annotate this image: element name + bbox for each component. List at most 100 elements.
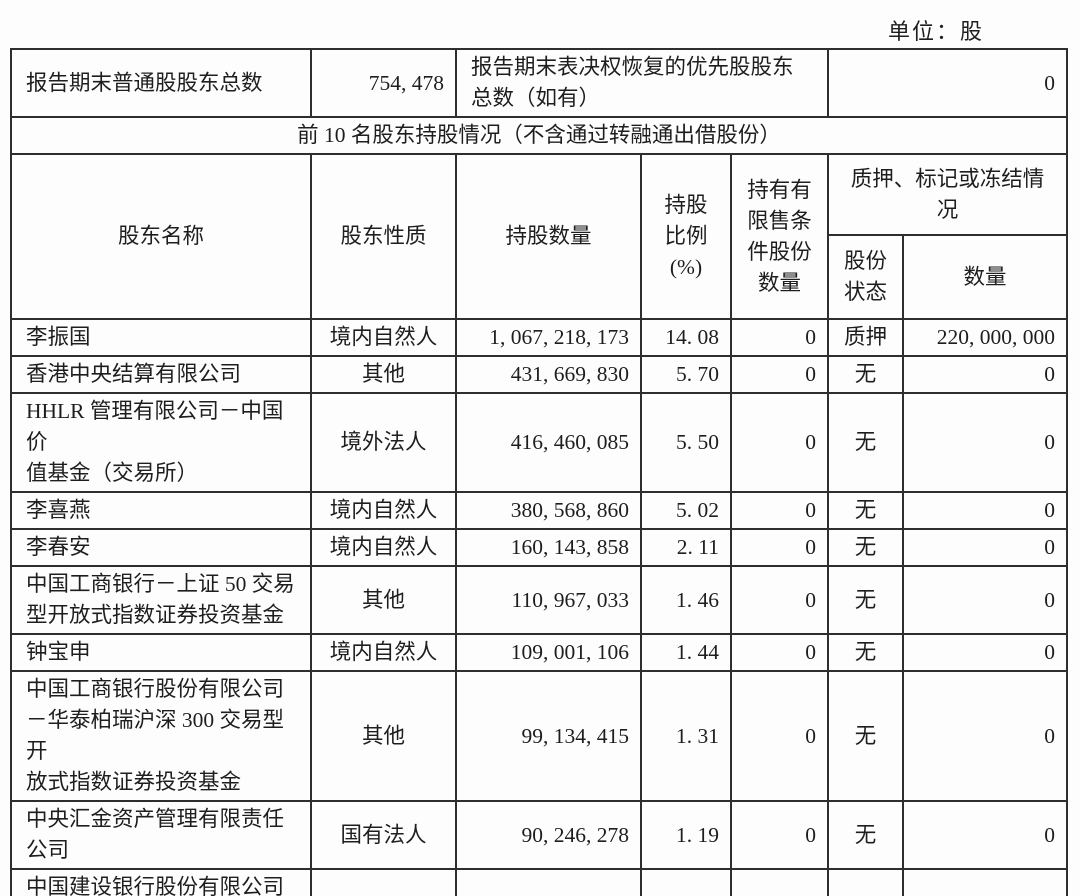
table-row: 李春安 境内自然人 160, 143, 858 2. 11 0 无 0 xyxy=(10,528,1069,567)
restricted-shares-cell: 0 xyxy=(729,491,830,530)
col-header-restricted-shares: 持有有 限售条 件股份 数量 xyxy=(729,153,830,320)
restricted-shares-cell: 0 xyxy=(729,565,830,635)
col-header-pledge-group: 质押、标记或冻结情 况 xyxy=(827,153,1069,236)
share-status-cell: 无 xyxy=(827,670,905,802)
restricted-shares-cell: 0 xyxy=(729,800,830,870)
table-row: 中国工商银行－上证 50 交易 型开放式指数证券投资基金 其他 110, 967… xyxy=(10,565,1069,635)
table-row: 中央汇金资产管理有限责任 公司 国有法人 90, 246, 278 1. 19 … xyxy=(10,800,1069,870)
shareholder-nature-cell: 其他 xyxy=(310,868,457,896)
shareholder-name-cell: 钟宝申 xyxy=(10,633,312,672)
ratio-cell: 2. 11 xyxy=(640,528,732,567)
col-header-pledge-quantity: 数量 xyxy=(902,234,1069,320)
section-title: 前 10 名股东持股情况（不含通过转融通出借股份） xyxy=(9,116,1069,155)
shareholder-name-cell: 中国工商银行股份有限公司 －华泰柏瑞沪深 300 交易型开 放式指数证券投资基金 xyxy=(10,670,312,802)
shares-held-cell: 109, 001, 106 xyxy=(455,633,642,672)
pledge-quantity-cell: 0 xyxy=(902,670,1069,802)
shareholder-nature-cell: 其他 xyxy=(310,565,457,635)
ratio-cell: 5. 02 xyxy=(640,491,732,530)
ratio-cell: 5. 50 xyxy=(640,392,732,493)
ratio-cell: 1. 46 xyxy=(640,565,732,635)
share-status-cell: 无 xyxy=(827,800,905,870)
pledge-quantity-cell: 0 xyxy=(902,491,1069,530)
pledge-quantity-cell: 0 xyxy=(902,633,1069,672)
preferred-shareholders-total-label: 报告期末表决权恢复的优先股股东 总数（如有） xyxy=(454,48,830,118)
shares-held-cell: 416, 460, 085 xyxy=(455,392,642,493)
col-header-shareholder-nature: 股东性质 xyxy=(310,153,457,320)
restricted-shares-cell: 0 xyxy=(729,633,830,672)
shareholder-name-cell: 中国工商银行－上证 50 交易 型开放式指数证券投资基金 xyxy=(10,565,312,635)
restricted-shares-cell: 0 xyxy=(729,355,830,394)
shareholder-nature-cell: 境外法人 xyxy=(310,392,457,493)
shareholder-nature-cell: 其他 xyxy=(310,670,457,802)
share-status-cell: 无 xyxy=(827,868,905,896)
pledge-quantity-cell: 0 xyxy=(902,392,1069,493)
ratio-cell: 1. 19 xyxy=(640,800,732,870)
header-row-1: 股东名称 股东性质 持股数量 持股 比例 (%) 持有有 限售条 件股份 数量 … xyxy=(10,153,1069,320)
shareholder-nature-cell: 境内自然人 xyxy=(310,318,457,357)
share-status-cell: 无 xyxy=(827,633,905,672)
shares-held-cell: 69, 280, 451 xyxy=(455,868,642,896)
share-status-cell: 无 xyxy=(827,528,905,567)
unit-label: 单位：股 xyxy=(887,19,984,44)
shareholder-name-cell: 香港中央结算有限公司 xyxy=(10,355,312,394)
table-row: 李喜燕 境内自然人 380, 568, 860 5. 02 0 无 0 xyxy=(10,491,1069,530)
pledge-quantity-cell: 0 xyxy=(902,868,1069,896)
header-row-2: 股份 状态 数量 xyxy=(11,234,1069,320)
table-row: 香港中央结算有限公司 其他 431, 669, 830 5. 70 0 无 0 xyxy=(10,355,1069,394)
share-status-cell: 无 xyxy=(827,392,905,493)
shares-held-cell: 1, 067, 218, 173 xyxy=(455,318,642,357)
ordinary-shareholders-total-value: 754, 478 xyxy=(310,48,457,118)
shareholder-name-cell: 李振国 xyxy=(10,318,312,357)
restricted-shares-cell: 0 xyxy=(729,670,830,802)
share-status-cell: 质押 xyxy=(827,318,905,357)
restricted-shares-cell: 0 xyxy=(729,528,830,567)
col-header-shareholder-name: 股东名称 xyxy=(10,153,312,320)
share-status-cell: 无 xyxy=(827,355,905,394)
ratio-cell: 5. 70 xyxy=(640,355,732,394)
share-status-cell: 无 xyxy=(827,491,905,530)
shareholder-nature-cell: 其他 xyxy=(310,355,457,394)
top-shareholders-table: 报告期末普通股股东总数 754, 478 报告期末表决权恢复的优先股股东 总数（… xyxy=(9,48,1069,896)
ratio-cell: 0. 91 xyxy=(640,868,732,896)
ordinary-shareholders-total-label: 报告期末普通股股东总数 xyxy=(10,48,312,118)
restricted-shares-cell: 0 xyxy=(729,318,830,357)
col-header-shares-held: 持股数量 xyxy=(455,153,642,320)
shareholder-name-cell: HHLR 管理有限公司－中国价 值基金（交易所） xyxy=(10,392,312,493)
pledge-quantity-cell: 0 xyxy=(902,528,1069,567)
shareholder-nature-cell: 境内自然人 xyxy=(310,491,457,530)
ratio-cell: 1. 44 xyxy=(640,633,732,672)
shareholder-name-cell: 李喜燕 xyxy=(10,491,312,530)
shares-held-cell: 431, 669, 830 xyxy=(455,355,642,394)
shareholder-name-cell: 中央汇金资产管理有限责任 公司 xyxy=(10,800,312,870)
table-row: 中国工商银行股份有限公司 －华泰柏瑞沪深 300 交易型开 放式指数证券投资基金… xyxy=(10,670,1069,802)
shares-held-cell: 110, 967, 033 xyxy=(455,565,642,635)
shares-held-cell: 380, 568, 860 xyxy=(455,491,642,530)
ratio-cell: 1. 31 xyxy=(640,670,732,802)
share-status-cell: 无 xyxy=(827,565,905,635)
pledge-quantity-cell: 0 xyxy=(902,565,1069,635)
restricted-shares-cell: 0 xyxy=(729,392,830,493)
shareholder-name-cell: 李春安 xyxy=(10,528,312,567)
table-row: HHLR 管理有限公司－中国价 值基金（交易所） 境外法人 416, 460, … xyxy=(10,392,1069,493)
shareholder-nature-cell: 境内自然人 xyxy=(310,633,457,672)
table-row: 钟宝申 境内自然人 109, 001, 106 1. 44 0 无 0 xyxy=(10,633,1069,672)
shares-held-cell: 160, 143, 858 xyxy=(455,528,642,567)
col-header-share-status: 股份 状态 xyxy=(827,234,905,320)
pledge-quantity-cell: 0 xyxy=(902,355,1069,394)
preferred-shareholders-total-value: 0 xyxy=(827,48,1069,118)
summary-row: 报告期末普通股股东总数 754, 478 报告期末表决权恢复的优先股股东 总数（… xyxy=(10,48,1069,118)
shares-held-cell: 90, 246, 278 xyxy=(455,800,642,870)
shareholder-nature-cell: 国有法人 xyxy=(310,800,457,870)
pledge-quantity-cell: 0 xyxy=(902,800,1069,870)
shares-held-cell: 99, 134, 415 xyxy=(455,670,642,802)
pledge-quantity-cell: 220, 000, 000 xyxy=(902,318,1069,357)
restricted-shares-cell: 0 xyxy=(729,868,830,896)
col-header-shareholding-ratio: 持股 比例 (%) xyxy=(640,153,732,320)
shareholder-nature-cell: 境内自然人 xyxy=(310,528,457,567)
section-title-row: 前 10 名股东持股情况（不含通过转融通出借股份） xyxy=(9,116,1069,155)
ratio-cell: 14. 08 xyxy=(640,318,732,357)
table-row: 李振国 境内自然人 1, 067, 218, 173 14. 08 0 质押 2… xyxy=(10,318,1069,357)
